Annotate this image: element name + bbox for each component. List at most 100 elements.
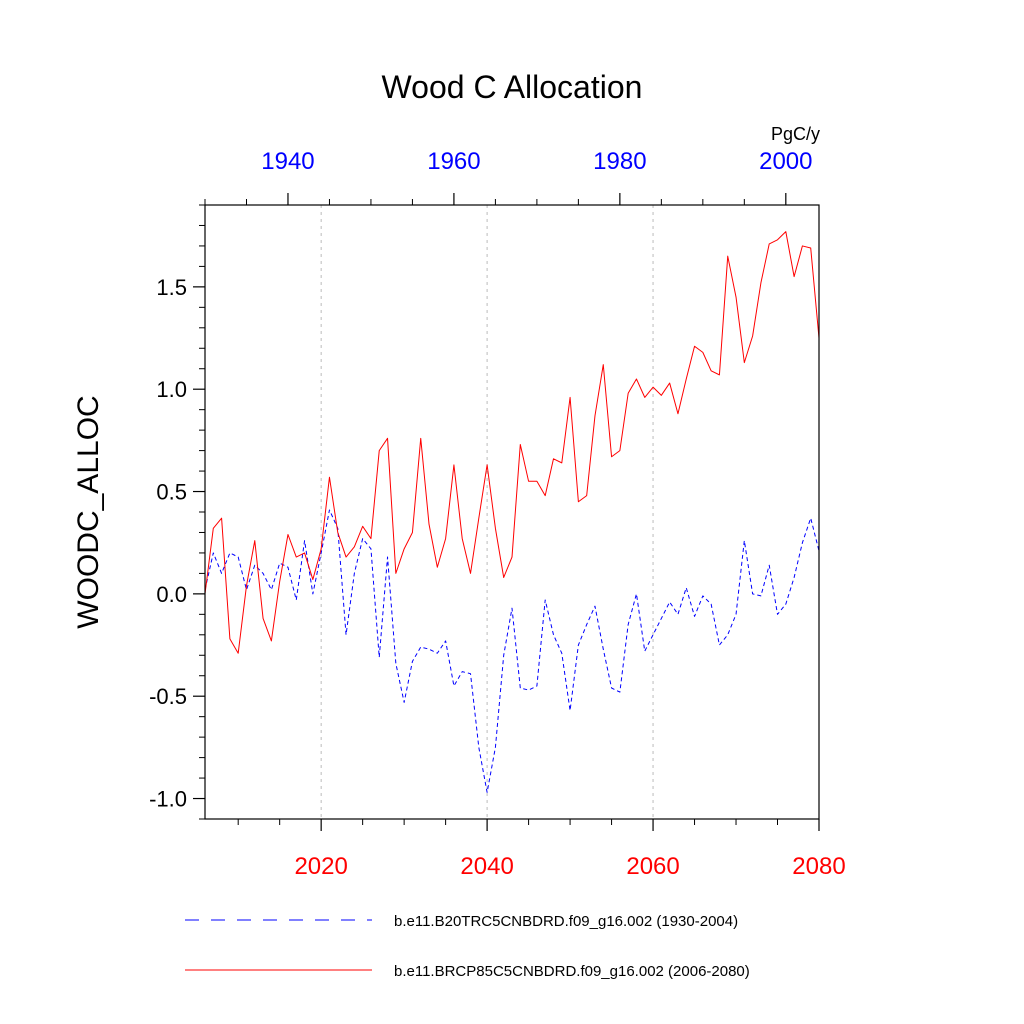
data-point-historical-1986 [669,601,670,602]
data-point-rcp85-2066 [702,352,703,353]
data-point-rcp85-2026 [370,538,371,539]
data-point-rcp85-2040 [487,464,488,465]
data-point-historical-1963 [478,747,479,748]
data-point-historical-1965 [495,747,496,748]
data-point-rcp85-2015 [279,581,280,582]
data-point-historical-1934 [238,556,239,557]
data-point-rcp85-2079 [810,247,811,248]
data-point-historical-1937 [262,573,263,574]
data-point-historical-1954 [404,702,405,703]
gridlines [320,205,654,819]
data-point-historical-1981 [628,624,629,625]
data-point-historical-2001 [794,577,795,578]
data-point-rcp85-2009 [229,638,230,639]
x-top-tick-label: 1940 [261,148,314,175]
data-point-historical-1959 [445,640,446,641]
x-bottom-tick-label: 2080 [792,853,845,880]
data-point-rcp85-2072 [752,335,753,336]
data-point-rcp85-2073 [760,282,761,283]
y-axis-label: WOODC_ALLOC [72,395,105,628]
data-point-historical-1972 [553,634,554,635]
data-point-historical-2002 [802,542,803,543]
data-point-historical-1982 [636,593,637,594]
data-point-rcp85-2031 [412,532,413,533]
data-point-rcp85-2033 [428,524,429,525]
data-point-rcp85-2008 [221,518,222,519]
data-point-rcp85-2037 [462,538,463,539]
data-point-historical-2000 [785,604,786,605]
data-point-historical-1991 [711,604,712,605]
data-point-rcp85-2027 [379,450,380,451]
legend-label-rcp85: b.e11.BRCP85C5CNBDRD.f09_g16.002 (2006-2… [394,963,750,980]
data-point-rcp85-2051 [578,501,579,502]
data-point-historical-1971 [545,599,546,600]
data-point-historical-1943 [312,593,313,594]
data-point-rcp85-2028 [387,438,388,439]
data-point-historical-1967 [511,608,512,609]
series-line-rcp85 [204,231,820,654]
data-point-historical-1983 [644,651,645,652]
data-point-historical-1977 [594,606,595,607]
data-point-historical-1941 [296,599,297,600]
y-tick-label: -1.0 [149,787,187,812]
data-point-historical-1950 [370,548,371,549]
data-point-historical-1973 [561,653,562,654]
data-point-rcp85-2029 [395,573,396,574]
data-point-rcp85-2043 [511,556,512,557]
data-point-rcp85-2017 [296,556,297,557]
data-point-rcp85-2074 [769,243,770,244]
data-point-rcp85-2058 [636,378,637,379]
data-point-rcp85-2039 [478,518,479,519]
data-point-historical-1951 [379,657,380,658]
chart-title: Wood C Allocation [382,69,643,105]
data-point-rcp85-2061 [661,395,662,396]
data-point-historical-1984 [652,634,653,635]
data-point-historical-1952 [387,556,388,557]
data-point-historical-1956 [420,646,421,647]
data-point-rcp85-2013 [262,618,263,619]
data-point-historical-1990 [702,595,703,596]
axes: 1.5 1.0 0.5 0.0 -0.5 -1.0 2020 2040 2060 2080 1940… [149,148,846,880]
data-point-rcp85-2063 [677,413,678,414]
data-point-rcp85-2062 [669,382,670,383]
data-point-historical-1985 [661,618,662,619]
data-point-rcp85-2076 [785,231,786,232]
data-point-historical-1942 [304,540,305,541]
data-point-rcp85-2077 [794,276,795,277]
data-point-historical-1979 [611,687,612,688]
data-point-historical-1949 [362,538,363,539]
data-point-historical-1945 [329,509,330,510]
data-point-rcp85-2070 [735,297,736,298]
data-point-rcp85-2021 [329,477,330,478]
data-point-rcp85-2044 [520,444,521,445]
x-bottom-tick-label: 2060 [626,853,679,880]
data-point-rcp85-2068 [719,374,720,375]
data-point-rcp85-2036 [453,464,454,465]
data-point-historical-1957 [428,649,429,650]
data-point-rcp85-2034 [437,567,438,568]
data-point-rcp85-2023 [345,556,346,557]
data-point-rcp85-2053 [594,415,595,416]
data-point-historical-1988 [686,587,687,588]
data-point-rcp85-2064 [686,378,687,379]
data-point-historical-1948 [354,573,355,574]
data-point-rcp85-2050 [569,397,570,398]
data-point-historical-1938 [271,589,272,590]
data-point-historical-1989 [694,616,695,617]
data-point-historical-1962 [470,673,471,674]
data-point-rcp85-2067 [711,370,712,371]
data-point-rcp85-2045 [528,481,529,482]
data-point-historical-1994 [735,614,736,615]
x-top-tick-label: 2000 [759,148,812,175]
data-point-rcp85-2049 [561,462,562,463]
data-point-rcp85-2041 [495,528,496,529]
data-point-rcp85-2032 [420,438,421,439]
data-point-historical-2003 [810,518,811,519]
data-point-historical-1933 [229,552,230,553]
data-point-historical-1996 [752,593,753,594]
data-point-rcp85-2055 [611,456,612,457]
data-point-rcp85-2078 [802,245,803,246]
data-point-historical-1936 [254,565,255,566]
legend: b.e11.B20TRC5CNBDRD.f09_g16.002 (1930-20… [185,913,750,980]
